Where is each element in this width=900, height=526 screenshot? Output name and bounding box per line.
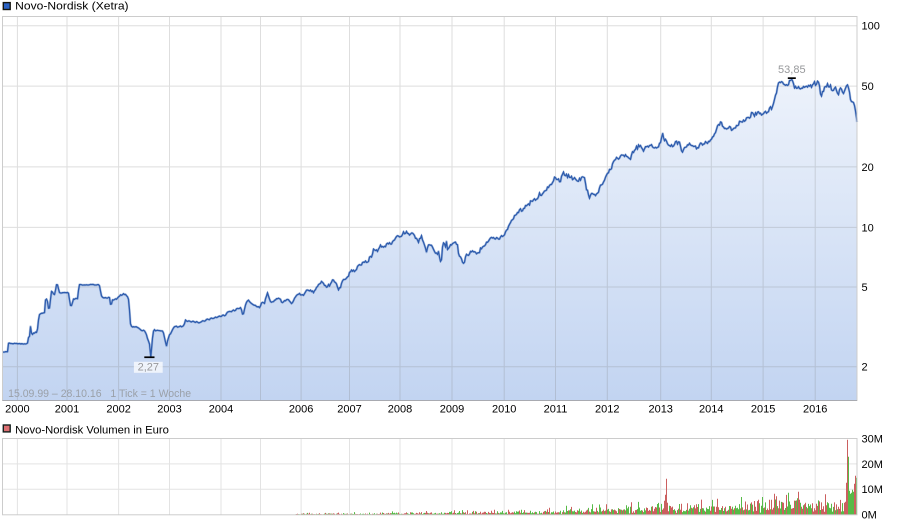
svg-text:2013: 2013 bbox=[648, 403, 672, 415]
svg-text:Novo-Nordisk Volumen in Euro: Novo-Nordisk Volumen in Euro bbox=[15, 424, 169, 436]
svg-text:2006: 2006 bbox=[289, 403, 313, 415]
svg-text:10: 10 bbox=[862, 222, 874, 234]
svg-text:2002: 2002 bbox=[106, 403, 130, 415]
svg-text:2010: 2010 bbox=[492, 403, 516, 415]
svg-text:10M: 10M bbox=[862, 484, 883, 496]
svg-text:2003: 2003 bbox=[157, 403, 181, 415]
svg-text:2012: 2012 bbox=[595, 403, 619, 415]
svg-text:2001: 2001 bbox=[55, 403, 79, 415]
svg-text:2007: 2007 bbox=[337, 403, 361, 415]
svg-text:2: 2 bbox=[862, 362, 868, 374]
svg-text:2016: 2016 bbox=[803, 403, 827, 415]
svg-text:Novo-Nordisk (Xetra): Novo-Nordisk (Xetra) bbox=[15, 1, 128, 13]
svg-text:30M: 30M bbox=[862, 433, 883, 445]
svg-text:53,85: 53,85 bbox=[778, 64, 806, 76]
svg-text:2014: 2014 bbox=[699, 403, 723, 415]
svg-text:2000: 2000 bbox=[5, 403, 29, 415]
svg-text:0M: 0M bbox=[862, 510, 877, 522]
svg-text:20: 20 bbox=[862, 162, 874, 174]
svg-text:20M: 20M bbox=[862, 459, 883, 471]
svg-text:2004: 2004 bbox=[209, 403, 233, 415]
svg-text:2009: 2009 bbox=[440, 403, 464, 415]
svg-text:2008: 2008 bbox=[388, 403, 412, 415]
svg-text:15.09.99 – 28.10.16 1 Tick =: 15.09.99 – 28.10.16 1 Tick = 1 Woche bbox=[8, 388, 191, 400]
svg-text:2015: 2015 bbox=[751, 403, 775, 415]
svg-text:100: 100 bbox=[862, 21, 880, 33]
svg-text:2,27: 2,27 bbox=[138, 362, 159, 374]
svg-text:2011: 2011 bbox=[544, 403, 568, 415]
svg-text:50: 50 bbox=[862, 81, 874, 93]
svg-text:5: 5 bbox=[862, 282, 868, 294]
